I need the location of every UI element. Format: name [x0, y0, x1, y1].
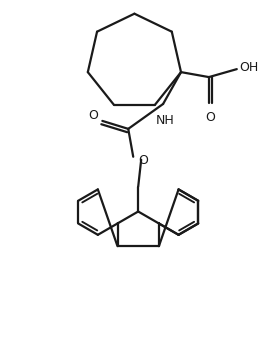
Text: NH: NH [156, 114, 174, 127]
Text: O: O [205, 111, 215, 124]
Text: O: O [88, 109, 98, 122]
Text: O: O [138, 154, 148, 167]
Text: OH: OH [239, 61, 258, 74]
